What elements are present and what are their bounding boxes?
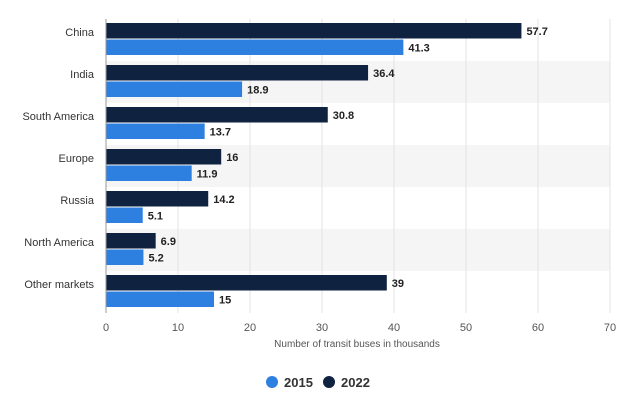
bar-2022-other-markets[interactable] [106, 275, 387, 291]
data-label: 5.1 [148, 210, 163, 222]
x-axis-title: Number of transit buses in thousands [274, 339, 440, 350]
x-tick-label: 10 [172, 322, 184, 334]
x-tick-label: 30 [316, 322, 328, 334]
x-tick-label: 70 [604, 322, 616, 334]
bar-2022-china[interactable] [106, 23, 522, 39]
data-label: 13.7 [210, 126, 231, 138]
legend-label-2015[interactable]: 2015 [284, 375, 313, 390]
bar-2022-north-america[interactable] [106, 233, 156, 249]
data-label: 6.9 [161, 236, 176, 248]
bar-2022-europe[interactable] [106, 149, 222, 165]
category-label: South America [22, 111, 94, 123]
legend-marker-2022[interactable] [323, 376, 335, 388]
data-label: 30.8 [333, 110, 354, 122]
row-band [106, 229, 610, 271]
data-label: 36.4 [373, 68, 395, 80]
data-label: 18.9 [247, 84, 268, 96]
bar-2015-other-markets[interactable] [106, 291, 214, 308]
x-tick-label: 60 [532, 322, 544, 334]
x-tick-label: 0 [103, 322, 109, 334]
data-label: 41.3 [408, 42, 429, 54]
bar-2015-europe[interactable] [106, 165, 192, 182]
data-label: 11.9 [197, 168, 218, 180]
bar-2015-china[interactable] [106, 39, 404, 56]
data-label: 57.7 [526, 26, 547, 38]
x-tick-label: 50 [460, 322, 472, 334]
legend-marker-2015[interactable] [266, 376, 278, 388]
data-label: 15 [219, 294, 231, 306]
bar-2022-india[interactable] [106, 65, 369, 81]
x-tick-label: 20 [244, 322, 256, 334]
bar-2022-russia[interactable] [106, 191, 209, 207]
legend: 2015 2022 [266, 375, 370, 390]
data-label: 16 [226, 152, 238, 164]
category-label: China [65, 27, 95, 39]
bar-2022-south-america[interactable] [106, 107, 328, 123]
bar-2015-south-america[interactable] [106, 123, 205, 140]
category-label: North America [24, 237, 95, 249]
category-label: India [70, 69, 95, 81]
category-label: Russia [60, 195, 95, 207]
x-tick-label: 40 [388, 322, 400, 334]
data-label: 39 [392, 278, 404, 290]
category-label: Other markets [24, 279, 94, 291]
data-label: 14.2 [213, 194, 234, 206]
bar-2015-india[interactable] [106, 81, 243, 98]
legend-label-2022[interactable]: 2022 [341, 375, 370, 390]
data-label: 5.2 [148, 252, 163, 264]
category-label: Europe [59, 153, 94, 165]
bar-2015-russia[interactable] [106, 207, 143, 224]
bar-2015-north-america[interactable] [106, 249, 144, 266]
